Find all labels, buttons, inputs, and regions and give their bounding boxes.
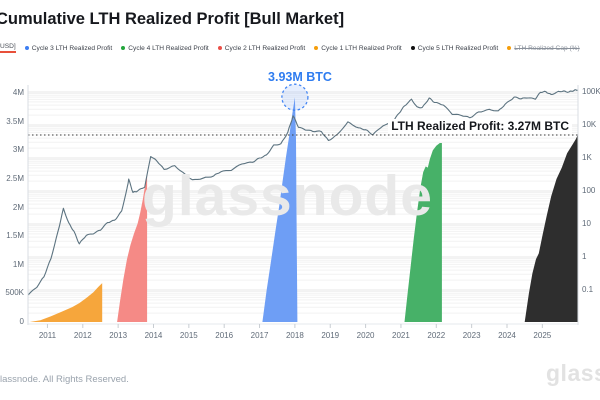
area-cycle-1 [29,283,103,322]
x-axis-tick-label: 2017 [250,331,269,340]
price-line [27,89,578,296]
legend-label-cycle-2: Cycle 2 LTH Realized Profit [224,44,306,52]
x-axis-tick-label: 2015 [179,331,198,340]
right-axis-tick-label: 1 [582,252,587,261]
x-axis-tick-label: 2021 [392,331,410,340]
legend-label-cycle-3: Cycle 3 LTH Realized Profit [31,44,113,52]
legend-item-cycle-3[interactable]: Cycle 3 LTH Realized Profit [24,44,113,52]
page-title: Cumulative LTH Realized Profit [Bull Mar… [0,10,345,28]
legend-dot-cycle-3 [24,46,29,50]
legend-label-lth-realized-cap: LTH Realized Cap (%) [514,44,580,52]
legend-dot-cycle-5 [410,46,415,50]
legend: USD] Cycle 3 LTH Realized Profit Cycle 4 … [0,43,600,53]
x-axis-tick-label: 2020 [356,331,375,340]
legend-dot-cycle-1 [314,46,319,50]
left-axis-tick-label: 0 [19,317,24,326]
legend-item-cycle-1[interactable]: Cycle 1 LTH Realized Profit [314,45,402,52]
left-axis-tick-label: 3M [12,145,24,155]
right-axis-tick-label: 100K [582,87,600,96]
area-cycle-3 [262,97,298,322]
realized-profit-label: LTH Realized Profit: 3.27M BTC [388,119,572,133]
right-axis-tick-label: 1K [582,153,592,162]
legend-label-cycle-4: Cycle 4 LTH Realized Profit [128,44,209,52]
left-axis-tick-label: 2M [12,202,24,212]
legend-item-cycle-4[interactable]: Cycle 4 LTH Realized Profit [121,45,209,52]
x-axis-tick-label: 2012 [73,331,92,340]
right-axis-tick-label: 10K [582,120,597,129]
legend-dot-cycle-2 [217,46,222,50]
left-axis-tick-label: 2.5M [6,174,24,183]
x-axis-tick-label: 2024 [498,331,516,340]
x-axis-tick-label: 2016 [215,331,234,340]
right-axis-tick-label: 100 [582,186,596,195]
peak-annotation-label: 3.93M BTC [268,70,332,84]
legend-item-cycle-5[interactable]: Cycle 5 LTH Realized Profit [410,44,499,52]
right-axis-tick-label: 0.1 [582,285,594,294]
legend-dot-cycle-4 [121,46,126,50]
left-axis-tick-label: 1M [12,259,24,269]
glassnode-watermark: glassnode [142,164,433,228]
glassnode-logo: glassnode [546,360,600,386]
area-cycle-5 [524,135,578,322]
x-axis-tick-label: 2011 [38,331,57,340]
peak-marker-circle [281,83,309,111]
legend-item-lth-realized-cap[interactable]: LTH Realized Cap (%) [507,44,580,52]
left-axis-tick-label: 3.5M [6,116,24,126]
x-axis-tick-label: 2018 [285,331,304,340]
x-axis-tick-label: 2023 [462,331,481,340]
copyright-text: lassnode. All Rights Reserved. [0,374,129,385]
legend-label-cycle-1: Cycle 1 LTH Realized Profit [321,44,402,52]
left-axis-tick-label: 1.5M [6,231,24,241]
left-axis-tick-label: 4M [12,88,24,98]
unit-toggle[interactable]: USD] [0,43,16,53]
legend-item-cycle-2[interactable]: Cycle 2 LTH Realized Profit [217,44,306,52]
x-axis-tick-label: 2025 [533,331,552,340]
legend-label-cycle-5: Cycle 5 LTH Realized Profit [417,44,499,52]
x-axis-tick-label: 2022 [427,331,446,340]
area-cycle-2 [117,176,148,322]
legend-dot-lth-realized-cap [507,46,512,50]
x-axis-tick-label: 2014 [144,331,163,340]
right-axis-tick-label: 10 [582,219,591,228]
left-axis-tick-label: 500K [5,288,24,298]
x-axis-tick-label: 2013 [109,331,128,340]
x-axis-tick-label: 2019 [321,331,340,340]
area-cycle-4 [404,143,442,322]
